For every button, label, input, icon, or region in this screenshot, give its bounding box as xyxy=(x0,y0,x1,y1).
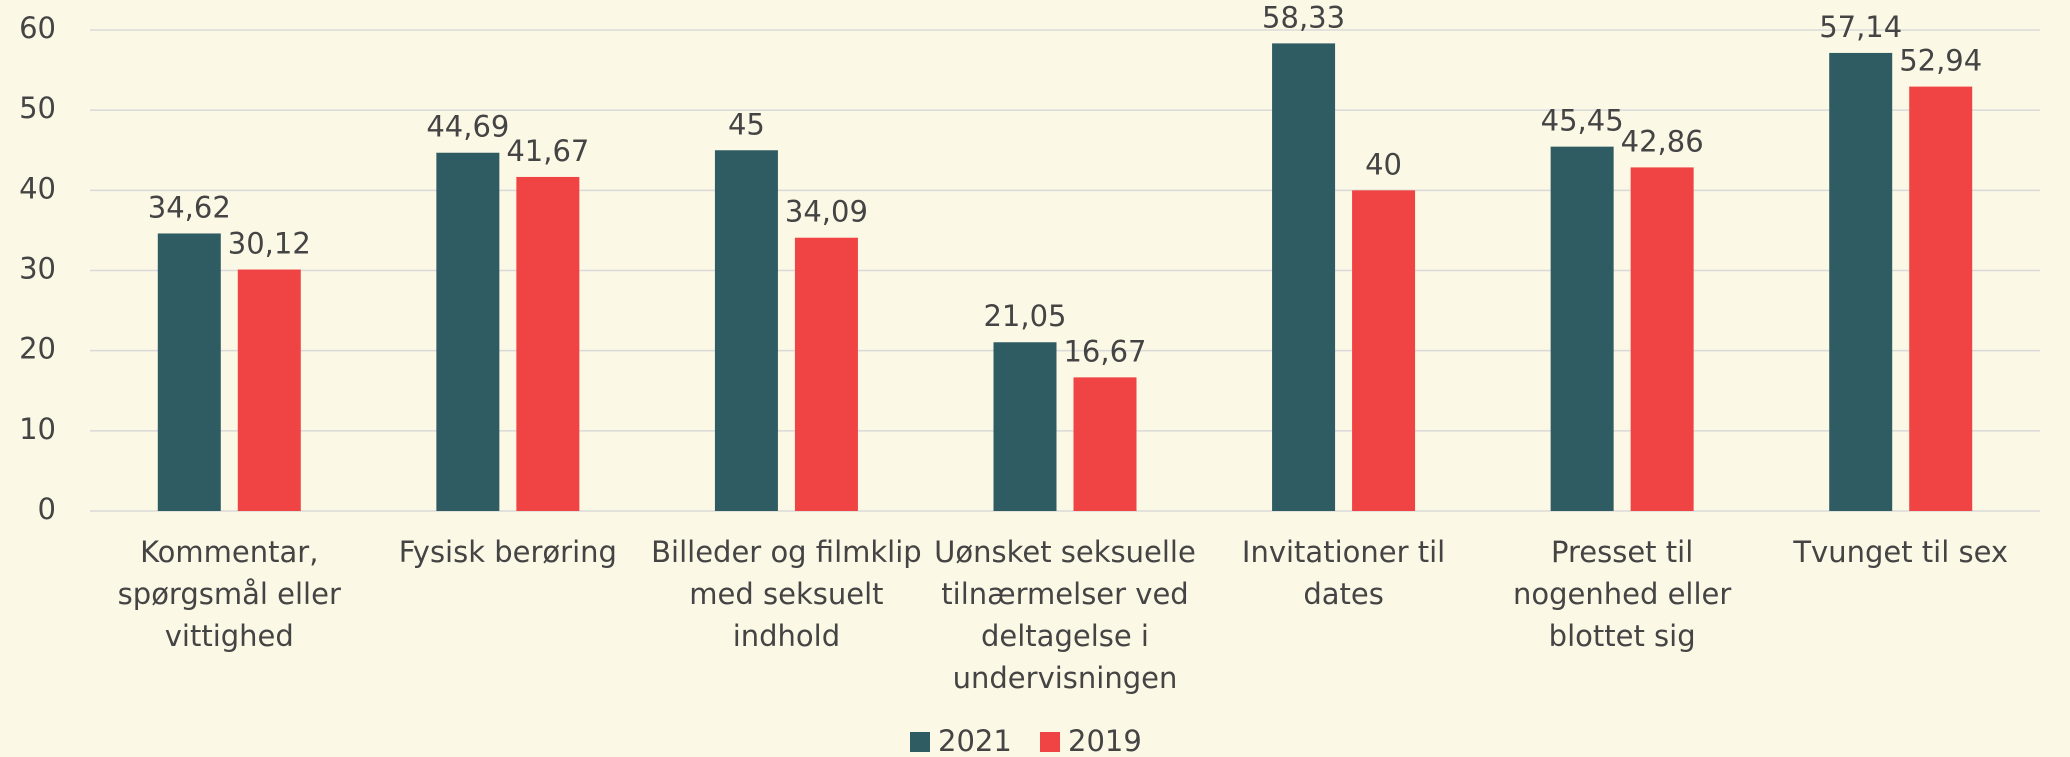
y-tick-label: 30 xyxy=(19,252,56,286)
data-label: 58,33 xyxy=(1262,0,1345,34)
y-tick-label: 0 xyxy=(38,492,56,526)
legend-label: 2021 xyxy=(938,724,1012,757)
x-tick-label: med seksuelt xyxy=(689,577,883,611)
x-tick-label: Kommentar, xyxy=(140,535,318,569)
x-tick-label: deltagelse i xyxy=(981,619,1149,653)
x-tick-label: Billeder og filmklip xyxy=(651,535,922,569)
x-tick-label: Uønsket seksuelle xyxy=(934,535,1196,569)
data-label: 42,86 xyxy=(1621,124,1704,158)
bar xyxy=(794,237,858,511)
x-tick-label: tilnærmelser ved xyxy=(941,577,1188,611)
bar xyxy=(1630,167,1694,511)
bar xyxy=(1829,52,1893,511)
x-tick-label: blottet sig xyxy=(1549,619,1696,653)
bar xyxy=(993,342,1057,511)
y-tick-label: 60 xyxy=(19,11,56,45)
x-tick-label: dates xyxy=(1303,577,1384,611)
data-label: 52,94 xyxy=(1899,44,1982,78)
bar xyxy=(1909,86,1973,512)
data-label: 40 xyxy=(1365,147,1402,181)
data-label: 57,14 xyxy=(1819,10,1902,44)
bar xyxy=(1352,190,1416,512)
bar xyxy=(1550,146,1614,511)
bar xyxy=(714,150,778,511)
y-tick-label: 20 xyxy=(19,332,56,366)
x-tick-label: Fysisk berøring xyxy=(399,535,617,569)
bar xyxy=(1272,43,1336,512)
data-label: 34,09 xyxy=(785,195,868,229)
data-label: 45 xyxy=(728,107,765,141)
data-label: 16,67 xyxy=(1063,334,1146,368)
x-tick-label: spørgsmål eller xyxy=(118,577,341,611)
data-label: 30,12 xyxy=(228,227,311,261)
x-tick-label: Tvunget til sex xyxy=(1792,535,2008,569)
legend-label: 2019 xyxy=(1068,724,1142,757)
data-label: 21,05 xyxy=(983,299,1066,333)
legend-swatch xyxy=(910,732,930,752)
x-tick-label: Presset til xyxy=(1551,535,1693,569)
x-tick-label: Invitationer til xyxy=(1242,535,1445,569)
bar xyxy=(157,233,221,511)
data-label: 34,62 xyxy=(148,190,231,224)
data-label: 41,67 xyxy=(506,134,589,168)
x-tick-label: nogenhed eller xyxy=(1513,577,1731,611)
y-tick-label: 50 xyxy=(19,91,56,125)
bar xyxy=(516,176,580,511)
x-tick-label: vittighed xyxy=(165,619,294,653)
y-tick-label: 10 xyxy=(19,412,56,446)
bar xyxy=(436,152,500,511)
legend-swatch xyxy=(1040,732,1060,752)
data-label: 45,45 xyxy=(1541,104,1624,138)
bar xyxy=(1073,377,1137,511)
x-tick-label: undervisningen xyxy=(953,661,1178,695)
x-tick-label: indhold xyxy=(733,619,840,653)
data-label: 44,69 xyxy=(426,110,509,144)
y-tick-label: 40 xyxy=(19,171,56,205)
bar xyxy=(237,269,301,511)
